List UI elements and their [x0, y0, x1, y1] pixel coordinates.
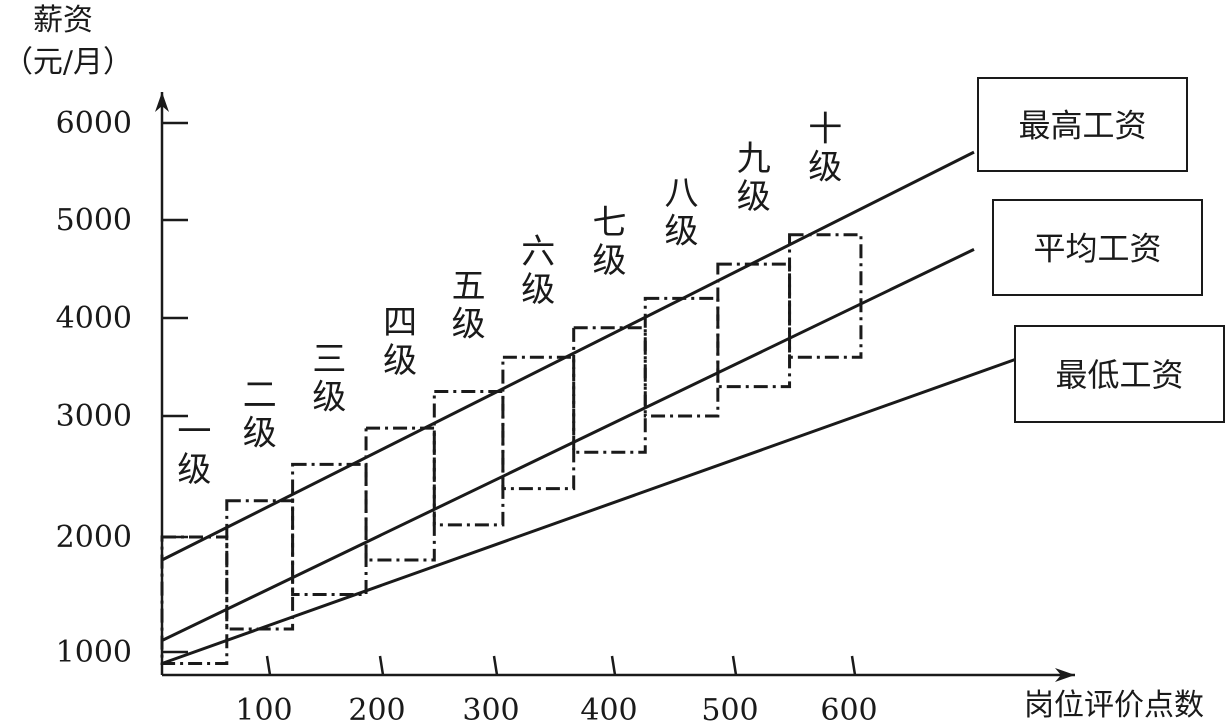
pay-lines	[161, 150, 1023, 665]
y-tick-label-5000: 5000	[56, 203, 132, 238]
x-tick-200	[378, 655, 385, 676]
grade-label-6-char-2: 级	[521, 270, 555, 310]
x-axis-ticks: 100 200 300 400 500 600	[235, 655, 878, 727]
x-tick-label-500: 500	[701, 693, 758, 727]
grade-band-6	[501, 355, 576, 491]
grade-label-4-char-1: 四	[383, 303, 417, 343]
grade-band-4	[364, 426, 436, 562]
x-tick-300	[492, 655, 499, 676]
y-axis-title-line-2: （元/月）	[3, 45, 133, 80]
grade-label-2-char-1: 二	[243, 376, 277, 416]
x-tick-100	[265, 655, 272, 676]
x-tick-600	[850, 655, 857, 676]
grade-label-5-char-2: 级	[452, 305, 486, 345]
grade-label-3-char-2: 级	[312, 377, 346, 417]
average-pay-line	[161, 248, 975, 642]
x-tick-label-600: 600	[820, 693, 877, 727]
y-tick-label-1000: 1000	[56, 635, 132, 670]
min-pay-line-label-box	[1014, 325, 1225, 423]
grade-band-10	[788, 233, 863, 359]
x-tick-label-300: 300	[462, 693, 519, 727]
grade-label-9-char-1: 九	[737, 139, 771, 179]
grade-label-9-char-2: 级	[737, 177, 771, 217]
max-pay-line	[161, 150, 975, 562]
max-pay-line-label: 最高工资	[1018, 107, 1146, 145]
average-pay-line-label-box	[992, 199, 1203, 296]
grade-label-4-char-2: 级	[383, 341, 417, 381]
grade-band-8	[643, 296, 720, 418]
y-axis-title-line-1: 薪资	[33, 3, 93, 38]
grade-band-7	[572, 326, 647, 454]
y-tick-label-4000: 4000	[56, 301, 132, 336]
x-tick-label-400: 400	[580, 693, 637, 727]
grade-label-8-char-1: 八	[665, 173, 699, 213]
grade-label-3-char-1: 三	[312, 339, 346, 379]
min-pay-line	[161, 355, 1023, 665]
x-axis-title: 岗位评价点数	[1024, 688, 1204, 723]
x-tick-400	[610, 655, 617, 676]
x-tick-label-200: 200	[348, 693, 405, 727]
x-tick-label-100: 100	[235, 693, 292, 727]
average-pay-line-label: 平均工资	[1033, 230, 1161, 268]
min-pay-line-label: 最低工资	[1055, 356, 1183, 394]
grade-label-1-char-2: 级	[177, 450, 211, 490]
grade-label-10-char-1: 十	[808, 110, 842, 150]
grade-band-2	[225, 499, 295, 631]
grade-label-6-char-1: 六	[521, 232, 555, 272]
grade-label-7-char-1: 七	[592, 203, 626, 243]
grade-band-3	[291, 462, 368, 596]
y-tick-label-2000: 2000	[56, 520, 132, 555]
x-tick-500	[731, 655, 738, 676]
grade-label-7-char-2: 级	[592, 241, 626, 281]
grade-label-8-char-2: 级	[665, 211, 699, 251]
max-pay-line-label-box	[977, 77, 1188, 172]
grade-label-2-char-2: 级	[243, 414, 277, 454]
grade-label-10-char-2: 级	[808, 148, 842, 188]
grade-band-1	[160, 535, 229, 665]
y-tick-label-6000: 6000	[56, 106, 132, 141]
grade-label-1-char-1: 一	[177, 412, 211, 452]
y-axis-ticks: 1000 2000 3000 4000 5000 6000	[56, 106, 188, 670]
grade-label-5-char-1: 五	[452, 267, 486, 307]
y-tick-label-3000: 3000	[56, 399, 132, 434]
